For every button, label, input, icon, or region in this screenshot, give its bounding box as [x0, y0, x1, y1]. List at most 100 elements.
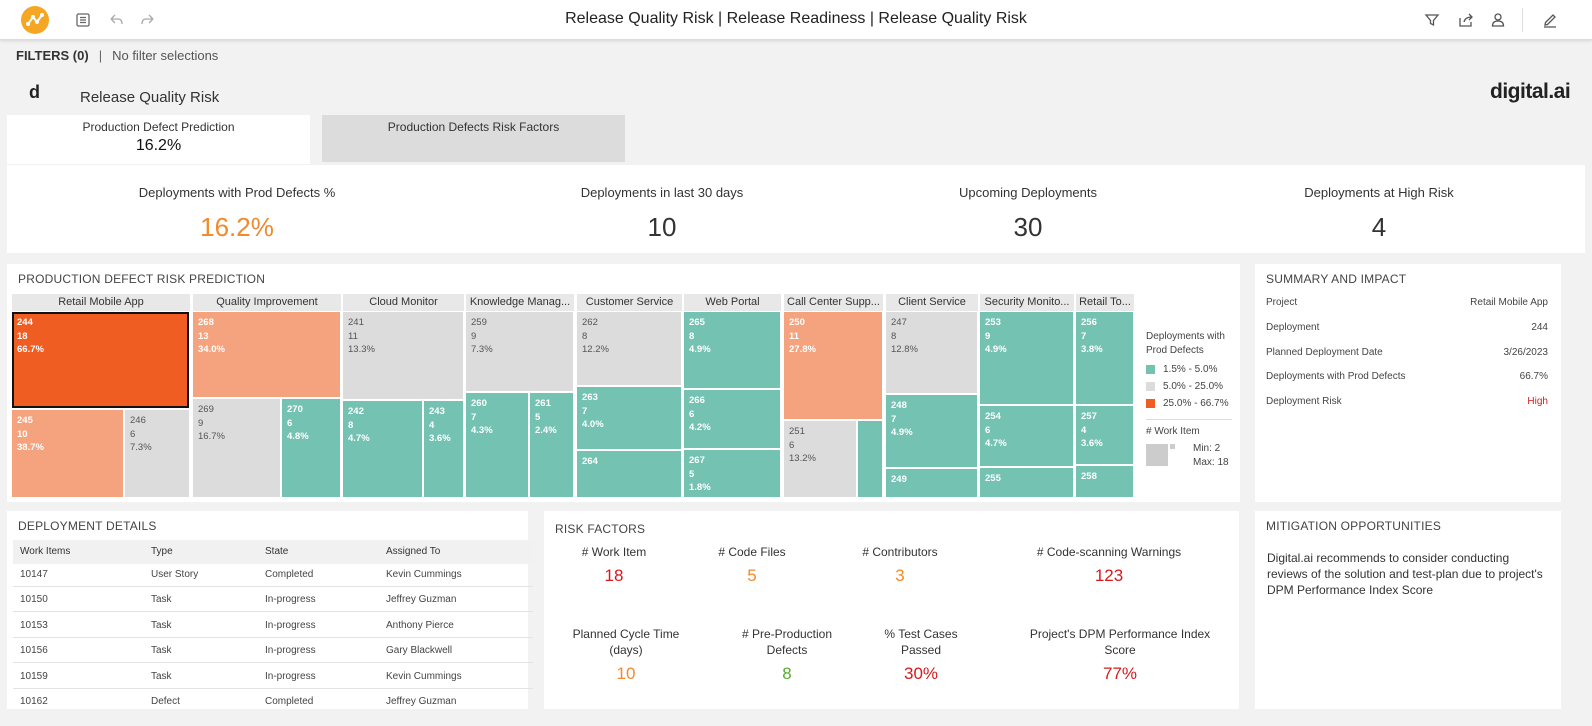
treemap-cell-label: 13	[198, 330, 209, 342]
filter-bar[interactable]: FILTERS (0) | No filter selections	[16, 48, 218, 63]
undo-icon[interactable]	[105, 9, 127, 31]
treemap-cell-label: 246	[130, 415, 146, 426]
treemap-cell[interactable]: 270 6 4.8%	[282, 399, 340, 497]
column-header[interactable]: Type	[151, 546, 173, 557]
panel-title: RISK FACTORS	[555, 522, 646, 536]
treemap-cell[interactable]: 257 4 3.6%	[1076, 406, 1133, 464]
treemap-group-header[interactable]: Client Service	[886, 294, 978, 311]
table-row[interactable]: 10159 Task In-progress Kevin Cummings	[13, 663, 533, 689]
treemap-cell[interactable]: 243 4 3.6%	[424, 401, 463, 497]
treemap-group-header[interactable]: Customer Service	[577, 294, 682, 311]
risk-factor-label: # Code-scanning Warnings	[1036, 545, 1182, 559]
redo-icon[interactable]	[137, 9, 159, 31]
treemap-cell[interactable]: 250 11 27.8%	[784, 312, 882, 419]
table-row[interactable]: 10150 Task In-progress Jeffrey Guzman	[13, 586, 533, 612]
treemap-cell-label: 4.7%	[348, 433, 370, 444]
treemap-group-header[interactable]: Security Monito...	[980, 294, 1074, 311]
treemap-cell[interactable]: 244 18 66.7%	[12, 312, 189, 408]
treemap-cell[interactable]: 268 13 34.0%	[193, 312, 340, 397]
legend-swatch	[1146, 365, 1155, 374]
table-row[interactable]: 10156 Task In-progress Gary Blackwell	[13, 637, 533, 663]
legend-item[interactable]: 5.0% - 25.0%	[1146, 381, 1236, 392]
list-icon[interactable]	[72, 9, 94, 31]
treemap-cell[interactable]: 263 7 4.0%	[577, 387, 681, 449]
treemap-cell[interactable]: 247 8 12.8%	[886, 312, 977, 393]
treemap-cell-label: 27.8%	[789, 344, 816, 355]
treemap-group-header[interactable]: Cloud Monitor	[343, 294, 464, 311]
treemap-cell[interactable]: 246 6 7.3%	[125, 410, 189, 497]
app-logo[interactable]	[21, 6, 49, 34]
treemap-cell-label: 244	[17, 317, 33, 328]
risk-factor-cycle-time: Planned Cycle Time (days) 10	[562, 626, 690, 682]
treemap-cell[interactable]: 249	[886, 469, 977, 497]
treemap-cell-label: 3.6%	[429, 433, 451, 444]
mitigation-text: Digital.ai recommends to consider conduc…	[1267, 551, 1543, 597]
kpi-label: Deployments with Prod Defects %	[138, 185, 336, 200]
table-row[interactable]: 10153 Task In-progress Anthony Pierce	[13, 612, 533, 638]
risk-factor-value: 3	[895, 566, 905, 585]
legend-item[interactable]: 25.0% - 66.7%	[1146, 398, 1236, 409]
export-icon[interactable]	[1455, 9, 1477, 31]
treemap-group-header[interactable]: Knowledge Manag...	[466, 294, 574, 311]
treemap-cell[interactable]: 267 5 1.8%	[684, 450, 780, 497]
kpi-value: 30	[1013, 212, 1043, 242]
legend-divider	[1146, 419, 1232, 420]
treemap-cell[interactable]: 254 6 4.7%	[980, 406, 1073, 466]
column-header[interactable]: State	[265, 546, 289, 557]
edit-icon[interactable]	[1539, 9, 1561, 31]
treemap-cell-label: 8	[891, 330, 897, 342]
treemap-cell[interactable]: 261 5 2.4%	[530, 393, 573, 497]
filters-label[interactable]: FILTERS (0)	[16, 48, 89, 63]
treemap-cell-label: 6	[985, 424, 991, 436]
risk-factor-contributors: # Contributors 3	[830, 544, 970, 584]
column-header[interactable]: Assigned To	[386, 546, 441, 557]
legend-item[interactable]: 1.5% - 5.0%	[1146, 364, 1236, 375]
treemap-cell[interactable]: 265 8 4.9%	[684, 312, 780, 388]
legend-min: Min: 2	[1193, 443, 1221, 454]
treemap-cell[interactable]: 248 7 4.9%	[886, 395, 977, 467]
table-row[interactable]: 10147 User Story Completed Kevin Cummings	[13, 561, 533, 587]
treemap-cell[interactable]: 253 9 4.9%	[980, 312, 1073, 404]
app-title: Release Quality Risk | Release Readiness…	[565, 10, 1027, 27]
treemap-cell[interactable]: 264	[577, 451, 681, 497]
treemap-cell[interactable]: 241 11 13.3%	[343, 312, 463, 399]
treemap-cell[interactable]: 251 6 13.2%	[784, 421, 856, 497]
treemap-group-header[interactable]: Retail To...	[1076, 294, 1134, 311]
column-header[interactable]: Work Items	[20, 546, 71, 557]
treemap-cell-label: 34.0%	[198, 344, 225, 355]
treemap-cell-label: 7.3%	[130, 442, 152, 453]
treemap-cell[interactable]: 258	[1076, 466, 1133, 497]
treemap-group-header[interactable]: Quality Improvement	[193, 294, 341, 311]
panel-title: PRODUCTION DEFECT RISK PREDICTION	[18, 272, 266, 286]
treemap-cell[interactable]: 269 9 16.7%	[193, 399, 280, 497]
table-row[interactable]: 10162 Defect Completed Jeffrey Guzman	[13, 688, 533, 709]
treemap-cell[interactable]: 255	[980, 468, 1073, 497]
treemap-cell-label: 4.9%	[891, 427, 913, 438]
treemap-cell-label: 12.8%	[891, 344, 918, 355]
summary-label: Deployment	[1266, 322, 1320, 333]
treemap-cell[interactable]	[858, 421, 882, 497]
treemap-cell[interactable]: 260 7 4.3%	[466, 393, 528, 497]
treemap-cell-label: 13.2%	[789, 453, 816, 464]
treemap-cell[interactable]: 245 10 38.7%	[12, 410, 123, 497]
user-icon[interactable]	[1487, 9, 1509, 31]
filter-icon[interactable]	[1421, 9, 1443, 31]
treemap-cell[interactable]: 242 8 4.7%	[343, 401, 422, 497]
kpi-label: Deployments at High Risk	[1304, 185, 1454, 200]
summary-row: Deployment Risk High	[1266, 396, 1548, 407]
tab-production-defect-prediction[interactable]: Production Defect Prediction 16.2%	[7, 115, 310, 164]
treemap-cell[interactable]: 259 9 7.3%	[466, 312, 573, 391]
tab-production-defects-risk-factors[interactable]: Production Defects Risk Factors	[322, 115, 625, 162]
treemap-cell[interactable]: 262 8 12.2%	[577, 312, 681, 385]
treemap-cell[interactable]: 266 6 4.2%	[684, 390, 780, 448]
cell-assigned-to: Anthony Pierce	[386, 620, 454, 631]
risk-factor-value: 5	[747, 566, 757, 585]
treemap-cell[interactable]: 256 7 3.8%	[1076, 312, 1133, 404]
treemap-cell-label: 258	[1081, 471, 1097, 482]
treemap-group-header[interactable]: Web Portal	[684, 294, 781, 311]
treemap-cell-label: 4.9%	[689, 344, 711, 355]
treemap-group-header[interactable]: Retail Mobile App	[12, 294, 190, 311]
summary-value: 244	[1531, 322, 1548, 333]
treemap-cell-label: 265	[689, 317, 705, 328]
treemap-group-header[interactable]: Call Center Supp...	[784, 294, 883, 311]
